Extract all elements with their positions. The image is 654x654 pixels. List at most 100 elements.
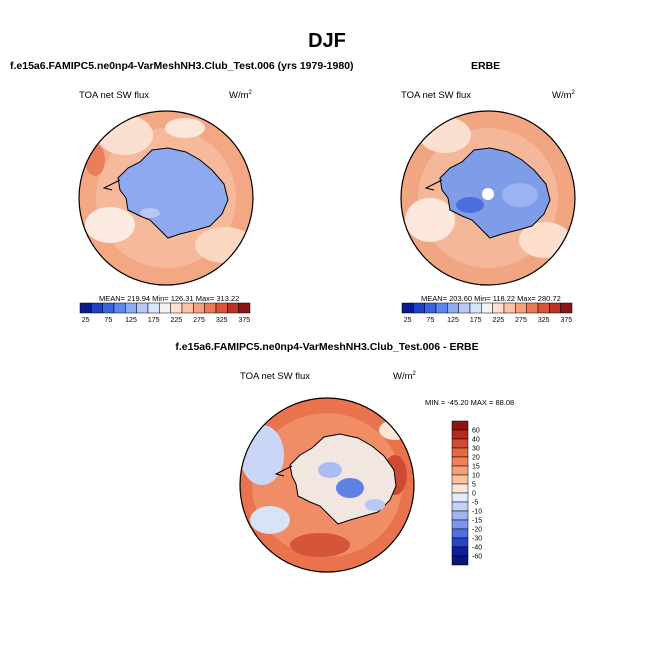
panel3-colorbar-tick-label: 15 — [472, 464, 480, 471]
panel1-colorbar-swatch — [193, 302, 205, 314]
panel3-cool-east — [365, 499, 385, 511]
panel2-units: W/m2 — [552, 90, 575, 101]
panel3-colorbar: 60 40 30 20 15 10 5 0 -5 -10 -15 -20 -30 -40 -60 — [451, 420, 482, 566]
panel3-map-border — [239, 397, 415, 573]
panel1-colorbar-swatch — [204, 302, 217, 314]
panel3-colorbar-swatch — [451, 483, 469, 494]
panel1-colorbar-tick-label: 325 — [216, 317, 228, 324]
panel1-colorbar-swatch — [91, 302, 103, 314]
panel3-colorbar-swatch — [451, 465, 469, 476]
panel1-colorbar-tick-label: 75 — [104, 317, 112, 324]
panel3-hot-south — [290, 533, 350, 557]
panel1-colorbar-swatch — [170, 302, 183, 314]
panel2-colorbar-tick-label: 125 — [447, 317, 459, 324]
panel1-colorbar-tick-label: 225 — [170, 317, 182, 324]
panel3-colorbar-swatch — [451, 555, 469, 566]
panel2-pole-hole — [482, 188, 494, 200]
panel1-colorbar-tick-label: 25 — [82, 317, 90, 324]
panel3-colorbar-tick-label: -10 — [472, 509, 482, 516]
panel2-colorbar-swatch — [481, 302, 493, 314]
panel1-colorbar-tick-label: 175 — [148, 317, 160, 324]
panel1-variable-label: TOA net SW flux — [79, 90, 150, 101]
panel3-colorbar-tick-label: -30 — [472, 536, 482, 543]
panel2-colorbar-swatch — [458, 302, 471, 314]
panel2-units-sup: 2 — [571, 90, 575, 96]
panel1-colorbar-tick-label: 275 — [193, 317, 205, 324]
panel1-colorbar-swatch — [159, 302, 171, 314]
panel1-units-text: W/m — [229, 90, 249, 102]
panel1-colorbar-swatch — [79, 302, 92, 314]
panel3-colorbar-tick-label: 0 — [472, 491, 476, 498]
panel3-colorbar-swatch — [451, 429, 469, 440]
panel2-colorbar-tick-label: 75 — [426, 317, 434, 324]
panel3-colorbar-swatch — [451, 447, 469, 458]
panel3-colorbar-swatch — [451, 474, 469, 485]
panel2-colorbar-tick-label: 375 — [560, 317, 572, 324]
panel2-colorbar-swatch — [469, 302, 482, 314]
panel1-colorbar-swatch — [215, 302, 228, 314]
panel3-peninsula — [274, 465, 293, 477]
panel1-units-sup: 2 — [248, 90, 252, 96]
panel2-colorbar-swatch — [549, 302, 561, 314]
panel2-colorbar-tick-label: 25 — [404, 317, 412, 324]
panel3-colorbar-swatch — [451, 420, 469, 431]
panel2-light-patch — [502, 183, 538, 207]
panel1-colorbar-swatch — [102, 302, 115, 314]
panel3-colorbar-swatch — [451, 492, 469, 503]
panel3-colorbar-tick-label: 5 — [472, 482, 476, 489]
panel2-colorbar-tick-label: 275 — [515, 317, 527, 324]
panel3-colorbar-swatch — [451, 519, 469, 530]
panel3-colorbar-tick-label: -40 — [472, 545, 482, 552]
page-title: DJF — [308, 30, 346, 52]
panel2-map-border — [400, 110, 576, 286]
panel2-subtitle: ERBE — [471, 60, 501, 72]
panel1-pale-band-w — [85, 207, 135, 243]
panel1-colorbar-swatch — [136, 302, 149, 314]
panel2-antarctica — [439, 147, 551, 239]
panel3-colorbar-tick-label: 40 — [472, 437, 480, 444]
panel3-colorbar-tick-label: -60 — [472, 554, 482, 561]
panel2-colorbar-swatch — [492, 302, 505, 314]
panel1-colorbar-tick-label: 125 — [125, 317, 137, 324]
panel3-colorbar-tick-label: 30 — [472, 446, 480, 453]
panel1-colorbar: 25 75 125 175 225 275 325 375 — [79, 302, 251, 324]
panel3-variable-label: TOA net SW flux — [240, 371, 311, 382]
panel3-colorbar-tick-label: 20 — [472, 455, 480, 462]
panel1-colorbar-swatch — [125, 302, 137, 314]
panel3-units-text: W/m — [393, 371, 413, 383]
panel2-colorbar-swatch — [560, 302, 573, 314]
panel1-colorbar-swatch — [147, 302, 160, 314]
panel1-colorbar-swatch — [181, 302, 194, 314]
panel3-colorbar-tick-label: -5 — [472, 500, 478, 507]
panel2-colorbar-swatch — [435, 302, 448, 314]
panel3-cool-inner — [318, 462, 342, 478]
panel2-pale-band-w — [405, 198, 455, 242]
panel2-colorbar-tick-label: 175 — [470, 317, 482, 324]
panel1-ross-shelf — [140, 208, 160, 218]
diff-title: f.e15a6.FAMIPC5.ne0np4-VarMeshNH3.Club_T… — [175, 341, 479, 353]
panel1-colorbar-swatch — [227, 302, 239, 314]
panel3-colorbar-tick-label: 60 — [472, 428, 480, 435]
panel2-dark-patch — [456, 197, 484, 213]
panel3-colorbar-tick-label: -20 — [472, 527, 482, 534]
panel2-colorbar-tick-label: 225 — [492, 317, 504, 324]
panel2-colorbar-swatch — [537, 302, 550, 314]
panel3-colorbar-tick-label: 10 — [472, 473, 480, 480]
panel2-stats: MEAN= 203.60 Min= 118.22 Max= 280.72 — [421, 294, 561, 303]
panel3-units-sup: 2 — [412, 371, 416, 377]
panel3-colorbar-swatch — [451, 546, 469, 557]
panel1-colorbar-swatch — [238, 302, 251, 314]
panel1-colorbar-swatch — [113, 302, 126, 314]
panel1-pale-band-n — [165, 118, 205, 138]
panel3-colorbar-swatch — [451, 528, 469, 539]
panel3-cool-center — [336, 478, 364, 498]
panel3-colorbar-tick-label: -15 — [472, 518, 482, 525]
panel1-map-border — [78, 110, 254, 286]
panel3-colorbar-swatch — [451, 456, 469, 467]
panel2-variable-label: TOA net SW flux — [401, 90, 472, 101]
panel3-cool-west — [240, 425, 284, 485]
panel3-colorbar-swatch — [451, 510, 469, 521]
panel3-colorbar-swatch — [451, 537, 469, 548]
panel3-stats: MIN = -45.20 MAX = 88.08 — [425, 398, 515, 407]
